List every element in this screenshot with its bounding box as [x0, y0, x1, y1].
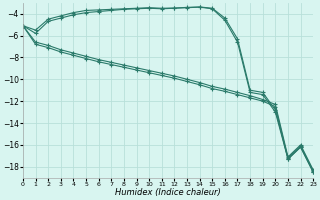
X-axis label: Humidex (Indice chaleur): Humidex (Indice chaleur) [115, 188, 221, 197]
